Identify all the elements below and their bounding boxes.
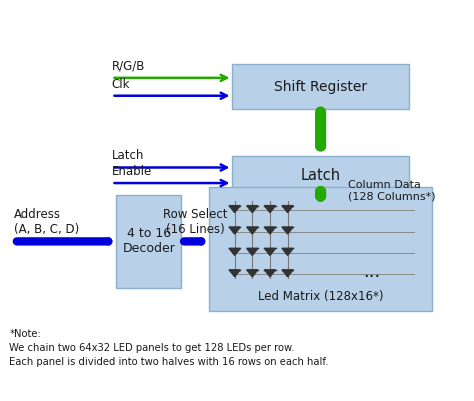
FancyBboxPatch shape — [116, 195, 181, 288]
Polygon shape — [247, 248, 258, 255]
Polygon shape — [229, 248, 240, 255]
Polygon shape — [282, 227, 293, 234]
Polygon shape — [247, 206, 258, 213]
Polygon shape — [247, 227, 258, 234]
Text: Enable: Enable — [111, 165, 152, 178]
Text: Latch: Latch — [301, 168, 341, 183]
Text: Shift Register: Shift Register — [274, 80, 367, 94]
Polygon shape — [264, 206, 275, 213]
Text: Clk: Clk — [111, 78, 130, 91]
Text: Led Matrix (128x16*): Led Matrix (128x16*) — [258, 290, 383, 303]
Polygon shape — [282, 270, 293, 277]
Polygon shape — [282, 206, 293, 213]
Text: Address
(A, B, C, D): Address (A, B, C, D) — [14, 208, 79, 235]
Polygon shape — [229, 270, 240, 277]
Polygon shape — [282, 248, 293, 255]
Polygon shape — [229, 227, 240, 234]
Text: 4 to 16
Decoder: 4 to 16 Decoder — [122, 227, 175, 255]
Text: Row Select
(16 Lines): Row Select (16 Lines) — [163, 208, 228, 235]
FancyBboxPatch shape — [209, 187, 432, 312]
FancyBboxPatch shape — [232, 65, 409, 109]
Text: Column Data
(128 Columns*): Column Data (128 Columns*) — [348, 180, 436, 202]
Polygon shape — [264, 270, 275, 277]
Text: ...: ... — [363, 263, 381, 281]
Polygon shape — [247, 270, 258, 277]
Text: Latch: Latch — [111, 150, 144, 162]
Text: R/G/B: R/G/B — [111, 60, 145, 73]
FancyBboxPatch shape — [232, 156, 409, 195]
Polygon shape — [264, 248, 275, 255]
Polygon shape — [229, 206, 240, 213]
Text: *Note:
We chain two 64x32 LED panels to get 128 LEDs per row.
Each panel is divi: *Note: We chain two 64x32 LED panels to … — [9, 329, 329, 367]
Polygon shape — [264, 227, 275, 234]
